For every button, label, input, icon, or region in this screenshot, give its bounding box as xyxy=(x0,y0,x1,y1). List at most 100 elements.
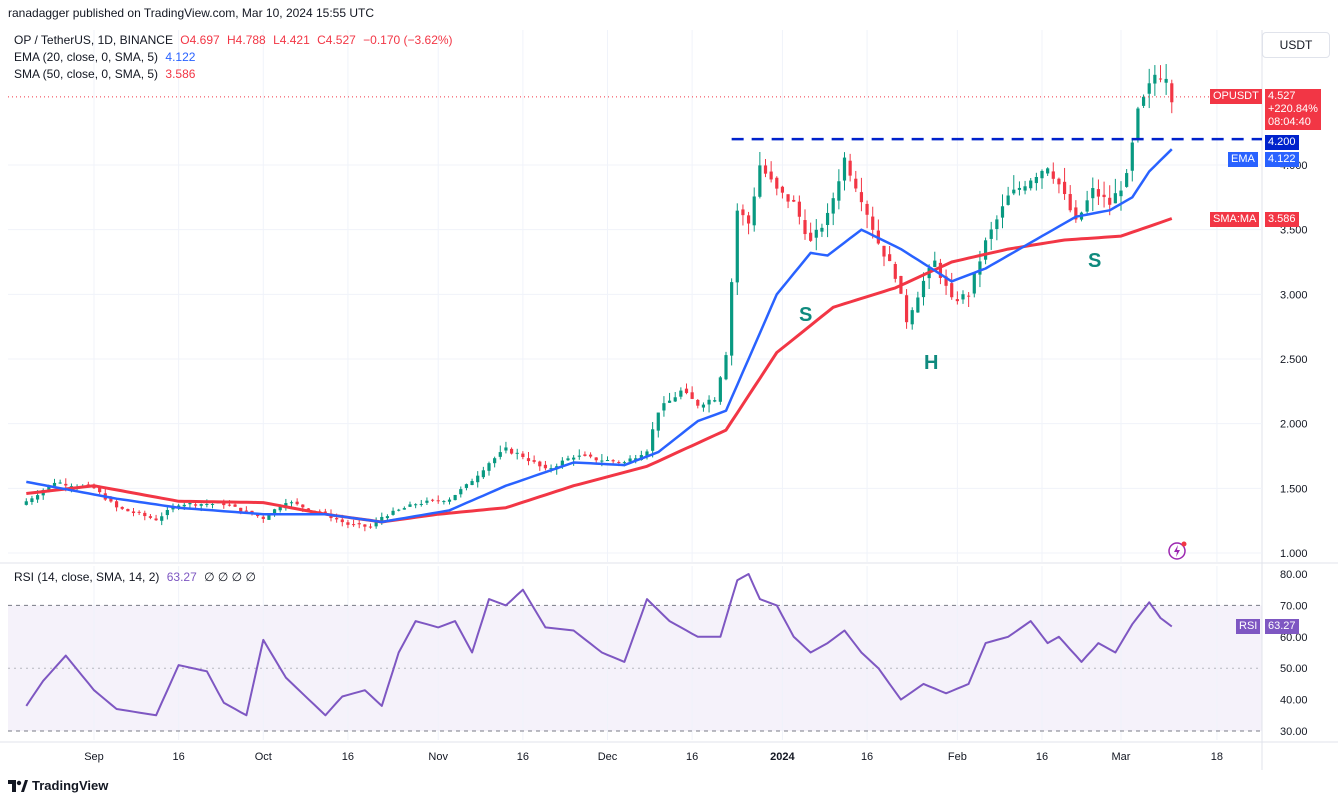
candle-body xyxy=(1119,190,1123,197)
candle-body xyxy=(780,186,785,193)
ema-tag-value: 4.122 xyxy=(1265,152,1299,167)
candle-body xyxy=(888,254,892,262)
candle-body xyxy=(549,468,553,470)
opusdt-price-tag: 4.527 +220.84% 08:04:40 xyxy=(1265,89,1321,130)
candle-body xyxy=(289,502,294,504)
rsi-tag-value: 63.27 xyxy=(1265,619,1299,634)
candle-body xyxy=(972,273,976,294)
candle-body xyxy=(385,516,390,519)
candle-body xyxy=(52,482,57,486)
candle-body xyxy=(261,516,265,519)
head-label: H xyxy=(924,352,939,374)
rsi-legend-extra: ∅ ∅ ∅ ∅ xyxy=(204,570,256,584)
candle-body xyxy=(143,512,147,517)
candle-body xyxy=(600,460,604,462)
candle-body xyxy=(594,457,598,461)
candle-body xyxy=(526,458,531,462)
candle-body xyxy=(487,463,491,471)
candle-body xyxy=(684,388,689,394)
candle-body xyxy=(1023,186,1027,191)
candle-body xyxy=(1029,180,1033,189)
candle-body xyxy=(583,454,587,456)
candle-body xyxy=(210,503,215,505)
sma-tag-label: SMA:MA xyxy=(1210,212,1260,227)
candle-body xyxy=(662,403,666,411)
candle-body xyxy=(707,399,711,405)
candle-body xyxy=(560,460,564,466)
candle-body xyxy=(532,460,536,462)
tradingview-logo[interactable]: TradingView xyxy=(8,778,108,793)
candle-body xyxy=(837,181,841,201)
x-tick-label: Oct xyxy=(255,751,272,763)
candle-body xyxy=(910,310,914,325)
sma50-line xyxy=(26,217,1173,524)
candle-body xyxy=(797,201,801,217)
x-tick-label: 16 xyxy=(517,751,529,763)
candle-body xyxy=(1000,206,1005,218)
candle-body xyxy=(425,500,429,503)
ohlc-change: −0.170 (−3.62%) xyxy=(363,33,453,47)
candle-body xyxy=(786,194,790,202)
candle-body xyxy=(1057,178,1061,185)
opusdt-tag: OPUSDT xyxy=(1210,89,1262,104)
candle-body xyxy=(126,508,130,512)
candle-body xyxy=(1051,171,1055,179)
candle-body xyxy=(137,511,141,513)
candle-body xyxy=(391,510,395,515)
candle-body xyxy=(820,227,824,232)
candle-body xyxy=(35,495,40,500)
candle-body xyxy=(380,516,384,522)
rsi-tick-label: 50.00 xyxy=(1280,663,1308,675)
candle-body xyxy=(769,171,773,180)
lightning-icon[interactable] xyxy=(1167,539,1189,566)
candle-body xyxy=(617,461,621,463)
ema-legend[interactable]: EMA (20, close, 0, SMA, 5) 4.122 xyxy=(14,50,199,64)
currency-button[interactable]: USDT xyxy=(1262,32,1330,58)
candle-body xyxy=(131,511,136,514)
ema-legend-value: 4.122 xyxy=(165,50,196,64)
candle-body xyxy=(1034,177,1038,184)
candle-body xyxy=(605,460,610,462)
candle-body xyxy=(543,464,548,469)
candle-body xyxy=(1141,96,1146,106)
candle-body xyxy=(1046,168,1050,174)
candle-body xyxy=(69,486,74,488)
candle-body xyxy=(447,499,452,502)
candle-body xyxy=(374,521,378,527)
candle-body xyxy=(498,452,502,457)
candle-body xyxy=(696,399,700,406)
candle-body xyxy=(763,165,768,174)
candle-body xyxy=(746,215,751,224)
right-shoulder-label: S xyxy=(1088,250,1102,272)
candle-body xyxy=(854,178,858,189)
candle-body xyxy=(278,506,282,511)
candle-body xyxy=(340,519,344,523)
candle-body xyxy=(1062,181,1067,195)
candle-body xyxy=(809,232,813,241)
rsi-legend[interactable]: RSI (14, close, SMA, 14, 2) 63.27 ∅ ∅ ∅ … xyxy=(14,570,260,584)
candle-body xyxy=(24,501,28,505)
candle-body xyxy=(656,412,660,431)
candle-body xyxy=(882,245,886,257)
candle-body xyxy=(961,294,965,300)
candle-body xyxy=(1085,200,1089,212)
candle-body xyxy=(944,276,948,286)
candle-body xyxy=(453,495,457,501)
candle-body xyxy=(713,400,717,402)
candle-body xyxy=(611,460,615,462)
sma-legend[interactable]: SMA (50, close, 0, SMA, 5) 3.586 xyxy=(14,67,199,81)
ohlc-close: C4.527 xyxy=(317,33,356,47)
candle-body xyxy=(459,489,463,495)
rsi-line xyxy=(25,573,1173,717)
candle-body xyxy=(193,504,198,506)
candle-body xyxy=(1091,188,1095,199)
candle-body xyxy=(233,504,237,507)
left-shoulder-label: S xyxy=(799,304,813,326)
candle-body xyxy=(481,470,485,478)
candle-body xyxy=(1040,170,1044,179)
candle-body xyxy=(397,509,401,511)
candle-body xyxy=(572,457,576,460)
rsi-tick-label: 60.00 xyxy=(1280,632,1308,644)
candle-body xyxy=(741,209,745,216)
